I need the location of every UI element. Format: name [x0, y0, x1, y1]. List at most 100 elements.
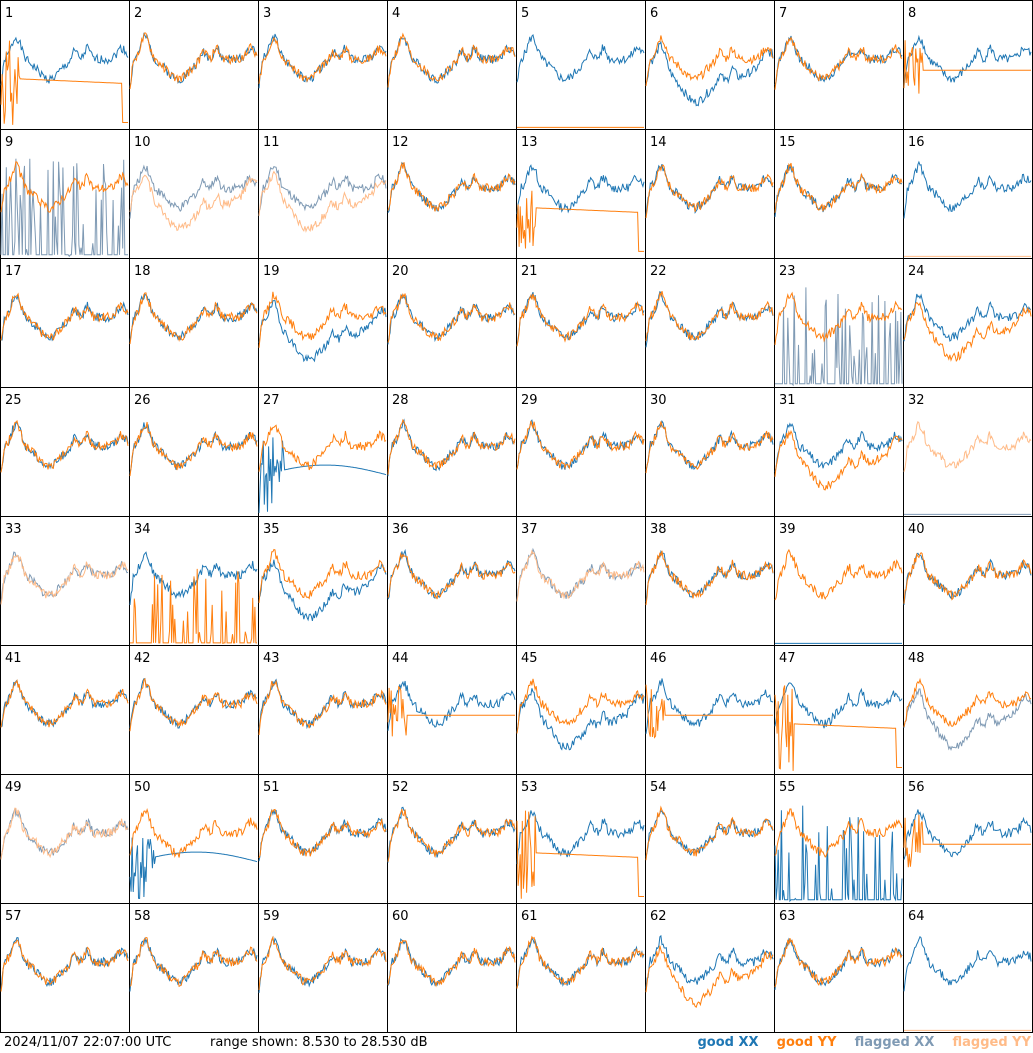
panel-45: 45	[516, 645, 646, 775]
panel-label: 22	[650, 264, 667, 279]
legend-flagged-xx: flagged XX	[854, 1035, 935, 1050]
panel-14: 14	[645, 129, 775, 259]
panel-label: 37	[521, 522, 538, 537]
panel-50: 50	[129, 774, 259, 904]
xx-series	[129, 293, 258, 342]
panel-38: 38	[645, 516, 775, 646]
panel-label: 20	[392, 264, 409, 279]
xx-series	[903, 935, 1032, 992]
panel-3: 3	[258, 0, 388, 130]
panel-frame	[387, 516, 517, 646]
yy-series	[0, 807, 129, 860]
panel-label: 14	[650, 135, 667, 150]
panel-label: 15	[779, 135, 796, 150]
panel-label: 56	[908, 780, 925, 795]
panel-20: 20	[387, 258, 517, 388]
xx-series	[258, 33, 387, 89]
xx-series	[258, 300, 387, 363]
panel-label: 58	[134, 909, 151, 924]
panel-frame	[258, 516, 388, 646]
yy-series	[258, 548, 387, 603]
legend-flagged-yy: flagged YY	[952, 1035, 1032, 1050]
yy-series	[516, 678, 645, 734]
panel-frame	[129, 645, 259, 775]
yy-series	[516, 190, 644, 252]
yy-series	[387, 32, 516, 88]
yy-series	[645, 290, 774, 342]
yy-series	[129, 292, 258, 345]
xx-series	[516, 34, 645, 83]
panel-frame	[129, 774, 259, 904]
panel-label: 34	[134, 522, 151, 537]
panel-label: 61	[521, 909, 538, 924]
yy-series	[903, 301, 1032, 362]
panel-label: 19	[263, 264, 280, 279]
panel-label: 60	[392, 909, 409, 924]
panel-36: 36	[387, 516, 517, 646]
panel-19: 19	[258, 258, 388, 388]
panel-52: 52	[387, 774, 517, 904]
panel-label: 11	[263, 135, 280, 150]
yy-series	[903, 677, 1032, 728]
yy-series	[645, 945, 774, 1009]
xx-series	[258, 935, 387, 993]
xx-series	[129, 837, 258, 899]
panel-label: 3	[263, 6, 271, 21]
panel-6: 6	[645, 0, 775, 130]
xx-series	[258, 559, 387, 622]
panel-frame	[516, 0, 646, 130]
yy-series	[903, 420, 1032, 472]
xx-series	[129, 164, 258, 219]
panel-5: 5	[516, 0, 646, 130]
panel-label: 4	[392, 6, 400, 21]
panel-frame	[516, 129, 646, 259]
yy-series	[0, 40, 128, 125]
panel-7: 7	[774, 0, 904, 130]
panel-15: 15	[774, 129, 904, 259]
yy-series	[0, 939, 129, 992]
yy-series	[258, 424, 387, 472]
panel-47: 47	[774, 645, 904, 775]
yy-series	[774, 36, 903, 90]
panel-label: 47	[779, 651, 796, 666]
panel-label: 50	[134, 780, 151, 795]
panel-12: 12	[387, 129, 517, 259]
panel-label: 49	[5, 780, 22, 795]
panel-58: 58	[129, 903, 259, 1033]
xx-series	[903, 688, 1032, 751]
panel-label: 57	[5, 909, 22, 924]
yy-series	[129, 421, 258, 477]
panel-label: 62	[650, 909, 667, 924]
xx-series	[775, 287, 903, 387]
yy-series	[645, 550, 774, 606]
xx-series	[258, 165, 387, 212]
panel-frame	[387, 0, 517, 130]
yy-series	[129, 32, 258, 90]
yy-series	[645, 684, 773, 739]
panel-label: 42	[134, 651, 151, 666]
panel-frame	[645, 645, 775, 775]
panel-1: 1	[0, 0, 130, 130]
xx-series	[774, 164, 903, 218]
panel-63: 63	[774, 903, 904, 1033]
panel-label: 54	[650, 780, 667, 795]
panel-26: 26	[129, 387, 259, 517]
panel-label: 27	[263, 393, 280, 408]
panel-39: 39	[774, 516, 904, 646]
panel-label: 63	[779, 909, 796, 924]
panel-label: 51	[263, 780, 280, 795]
panel-label: 35	[263, 522, 280, 537]
panel-42: 42	[129, 645, 259, 775]
panel-frame	[0, 387, 130, 517]
panel-frame	[903, 774, 1033, 904]
yy-series	[129, 677, 258, 732]
xx-series	[258, 437, 387, 514]
panel-frame	[774, 129, 904, 259]
panel-11: 11	[258, 129, 388, 259]
xx-series	[0, 808, 129, 859]
panel-frame	[903, 0, 1033, 130]
panel-43: 43	[258, 645, 388, 775]
panel-label: 41	[5, 651, 22, 666]
panel-label: 8	[908, 6, 916, 21]
